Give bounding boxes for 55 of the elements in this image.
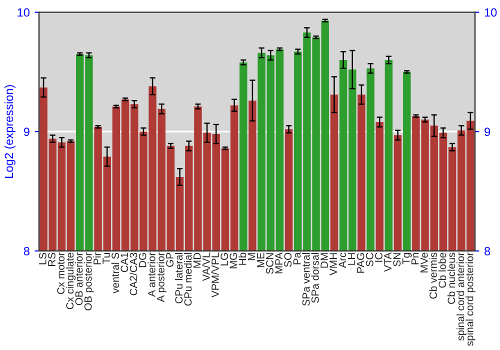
x-tick-label: OB anterior — [75, 252, 83, 306]
x-tick-label: DG — [138, 253, 146, 268]
x-tick-label: MD — [193, 252, 201, 268]
x-tick-label: LH — [348, 253, 356, 265]
x-tick-label: DM — [320, 253, 328, 268]
x-tick-label: Tu — [102, 253, 110, 264]
x-tick-label: ME — [257, 252, 264, 268]
x-tick-label: SN — [393, 253, 401, 266]
x-tick-label: MG — [230, 253, 238, 268]
x-tick-label: VMH — [330, 253, 337, 276]
x-tick-label: SCN — [266, 253, 274, 274]
y-tick-label: 8 — [24, 246, 30, 256]
x-tick-label: CA2/CA3 — [130, 252, 138, 296]
x-tick-label: CPu lateral — [174, 253, 183, 304]
x-tick-label: Cx motor — [57, 252, 65, 294]
y-axis-title: Log2 (expression) — [4, 85, 16, 178]
x-tick-label: GP — [166, 252, 174, 267]
x-tick-label: SC — [366, 252, 374, 266]
x-tick-label: CA1 — [120, 252, 128, 272]
x-tick-label: ventral S — [111, 252, 120, 294]
x-tick-label: VA/VL — [202, 252, 210, 282]
x-tick-label: M — [248, 253, 256, 260]
x-tick-label: Cx cingulate — [66, 252, 76, 310]
x-tick-label: Pa — [293, 252, 301, 264]
y2-tick-label: 10 — [484, 8, 497, 17]
y2-tick-label: 9 — [484, 128, 490, 136]
y2-tick-label: 8 — [484, 246, 490, 256]
x-tick-label: LG — [220, 253, 228, 266]
x-tick-label: MPA — [275, 252, 282, 274]
x-tick-label: spinal cord anterior — [456, 252, 466, 341]
y-tick-label: 10 — [18, 8, 30, 17]
x-tick-label: VTA — [384, 252, 392, 272]
x-tick-label: OB posterior — [84, 252, 94, 310]
x-tick-label: Hb — [238, 252, 246, 265]
x-tick-label: VPM/VPL — [211, 252, 219, 298]
x-tick-label: Pir — [93, 252, 101, 264]
x-tick-label: IC — [375, 252, 382, 262]
x-tick-label: LS — [38, 252, 46, 264]
x-tick-label: spinal cord posterior — [466, 252, 476, 346]
x-tick-label: MVe — [420, 252, 428, 272]
x-tick-label: SPa ventral — [302, 253, 310, 306]
x-tick-label: CPu medial — [184, 253, 192, 306]
x-tick-label: A posterior — [156, 252, 166, 302]
x-tick-label: Cb lobe — [438, 252, 446, 288]
x-tick-label: Tg — [402, 253, 412, 264]
x-tick-label: Pn — [411, 253, 419, 264]
x-tick-label: Cb vermis — [429, 252, 437, 299]
x-tick-label: PAG — [356, 253, 364, 273]
x-tick-label: A anterior — [148, 252, 156, 297]
y-tick-label: 9 — [24, 128, 30, 136]
x-tick-label: Cb nucleus — [447, 252, 456, 304]
x-tick-label: Arc — [338, 252, 346, 268]
x-tick-label: SO — [284, 252, 292, 267]
x-tick-label: SPa dorsal — [311, 253, 319, 303]
x-tick-label: RS — [48, 252, 56, 266]
